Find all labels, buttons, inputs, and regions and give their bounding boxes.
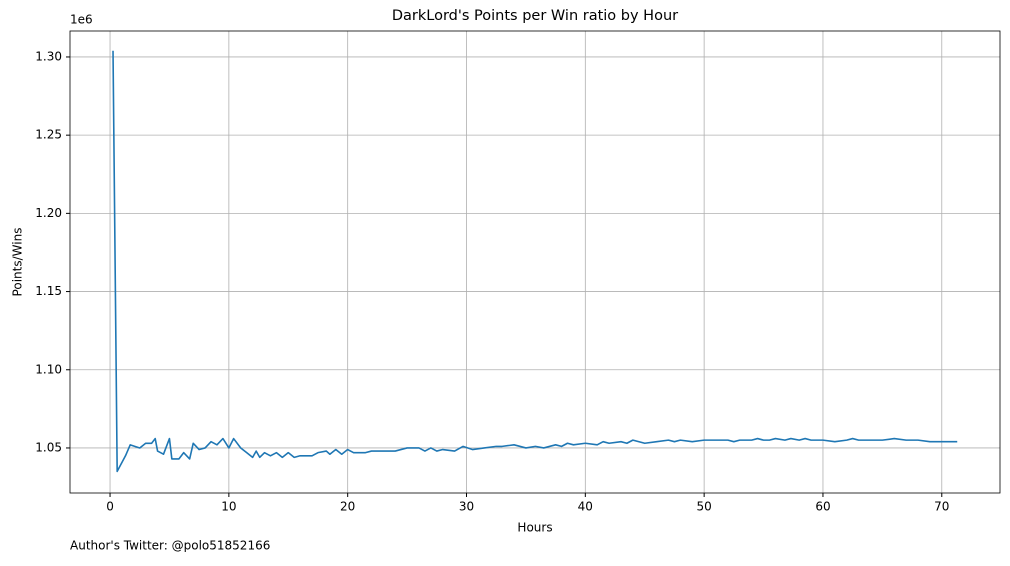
- plot-frame: [69, 30, 1001, 494]
- x-tick-label: 40: [578, 500, 593, 514]
- x-tick-label: 70: [934, 500, 949, 514]
- y-tick-label: 1.25: [35, 128, 62, 142]
- x-tick-label: 10: [221, 500, 236, 514]
- x-tick-label: 50: [696, 500, 711, 514]
- y-tick-label: 1.05: [35, 440, 62, 454]
- y-tick-label: 1.15: [35, 284, 62, 298]
- y-tick-label: 1.30: [35, 49, 62, 63]
- data-line: [112, 50, 958, 473]
- y-offset-label: 1e6: [70, 13, 93, 27]
- chart-title: DarkLord's Points per Win ratio by Hour: [392, 8, 678, 24]
- y-tick-label: 1.20: [35, 206, 62, 220]
- x-tick-label: 0: [106, 500, 114, 514]
- footnote: Author's Twitter: @polo51852166: [70, 539, 270, 553]
- y-axis-label: Points/Wins: [11, 228, 25, 297]
- y-tick-label: 1.10: [35, 362, 62, 376]
- x-tick-label: 20: [340, 500, 355, 514]
- x-axis-label: Hours: [517, 521, 552, 535]
- x-tick-label: 30: [459, 500, 474, 514]
- x-tick-label: 60: [815, 500, 830, 514]
